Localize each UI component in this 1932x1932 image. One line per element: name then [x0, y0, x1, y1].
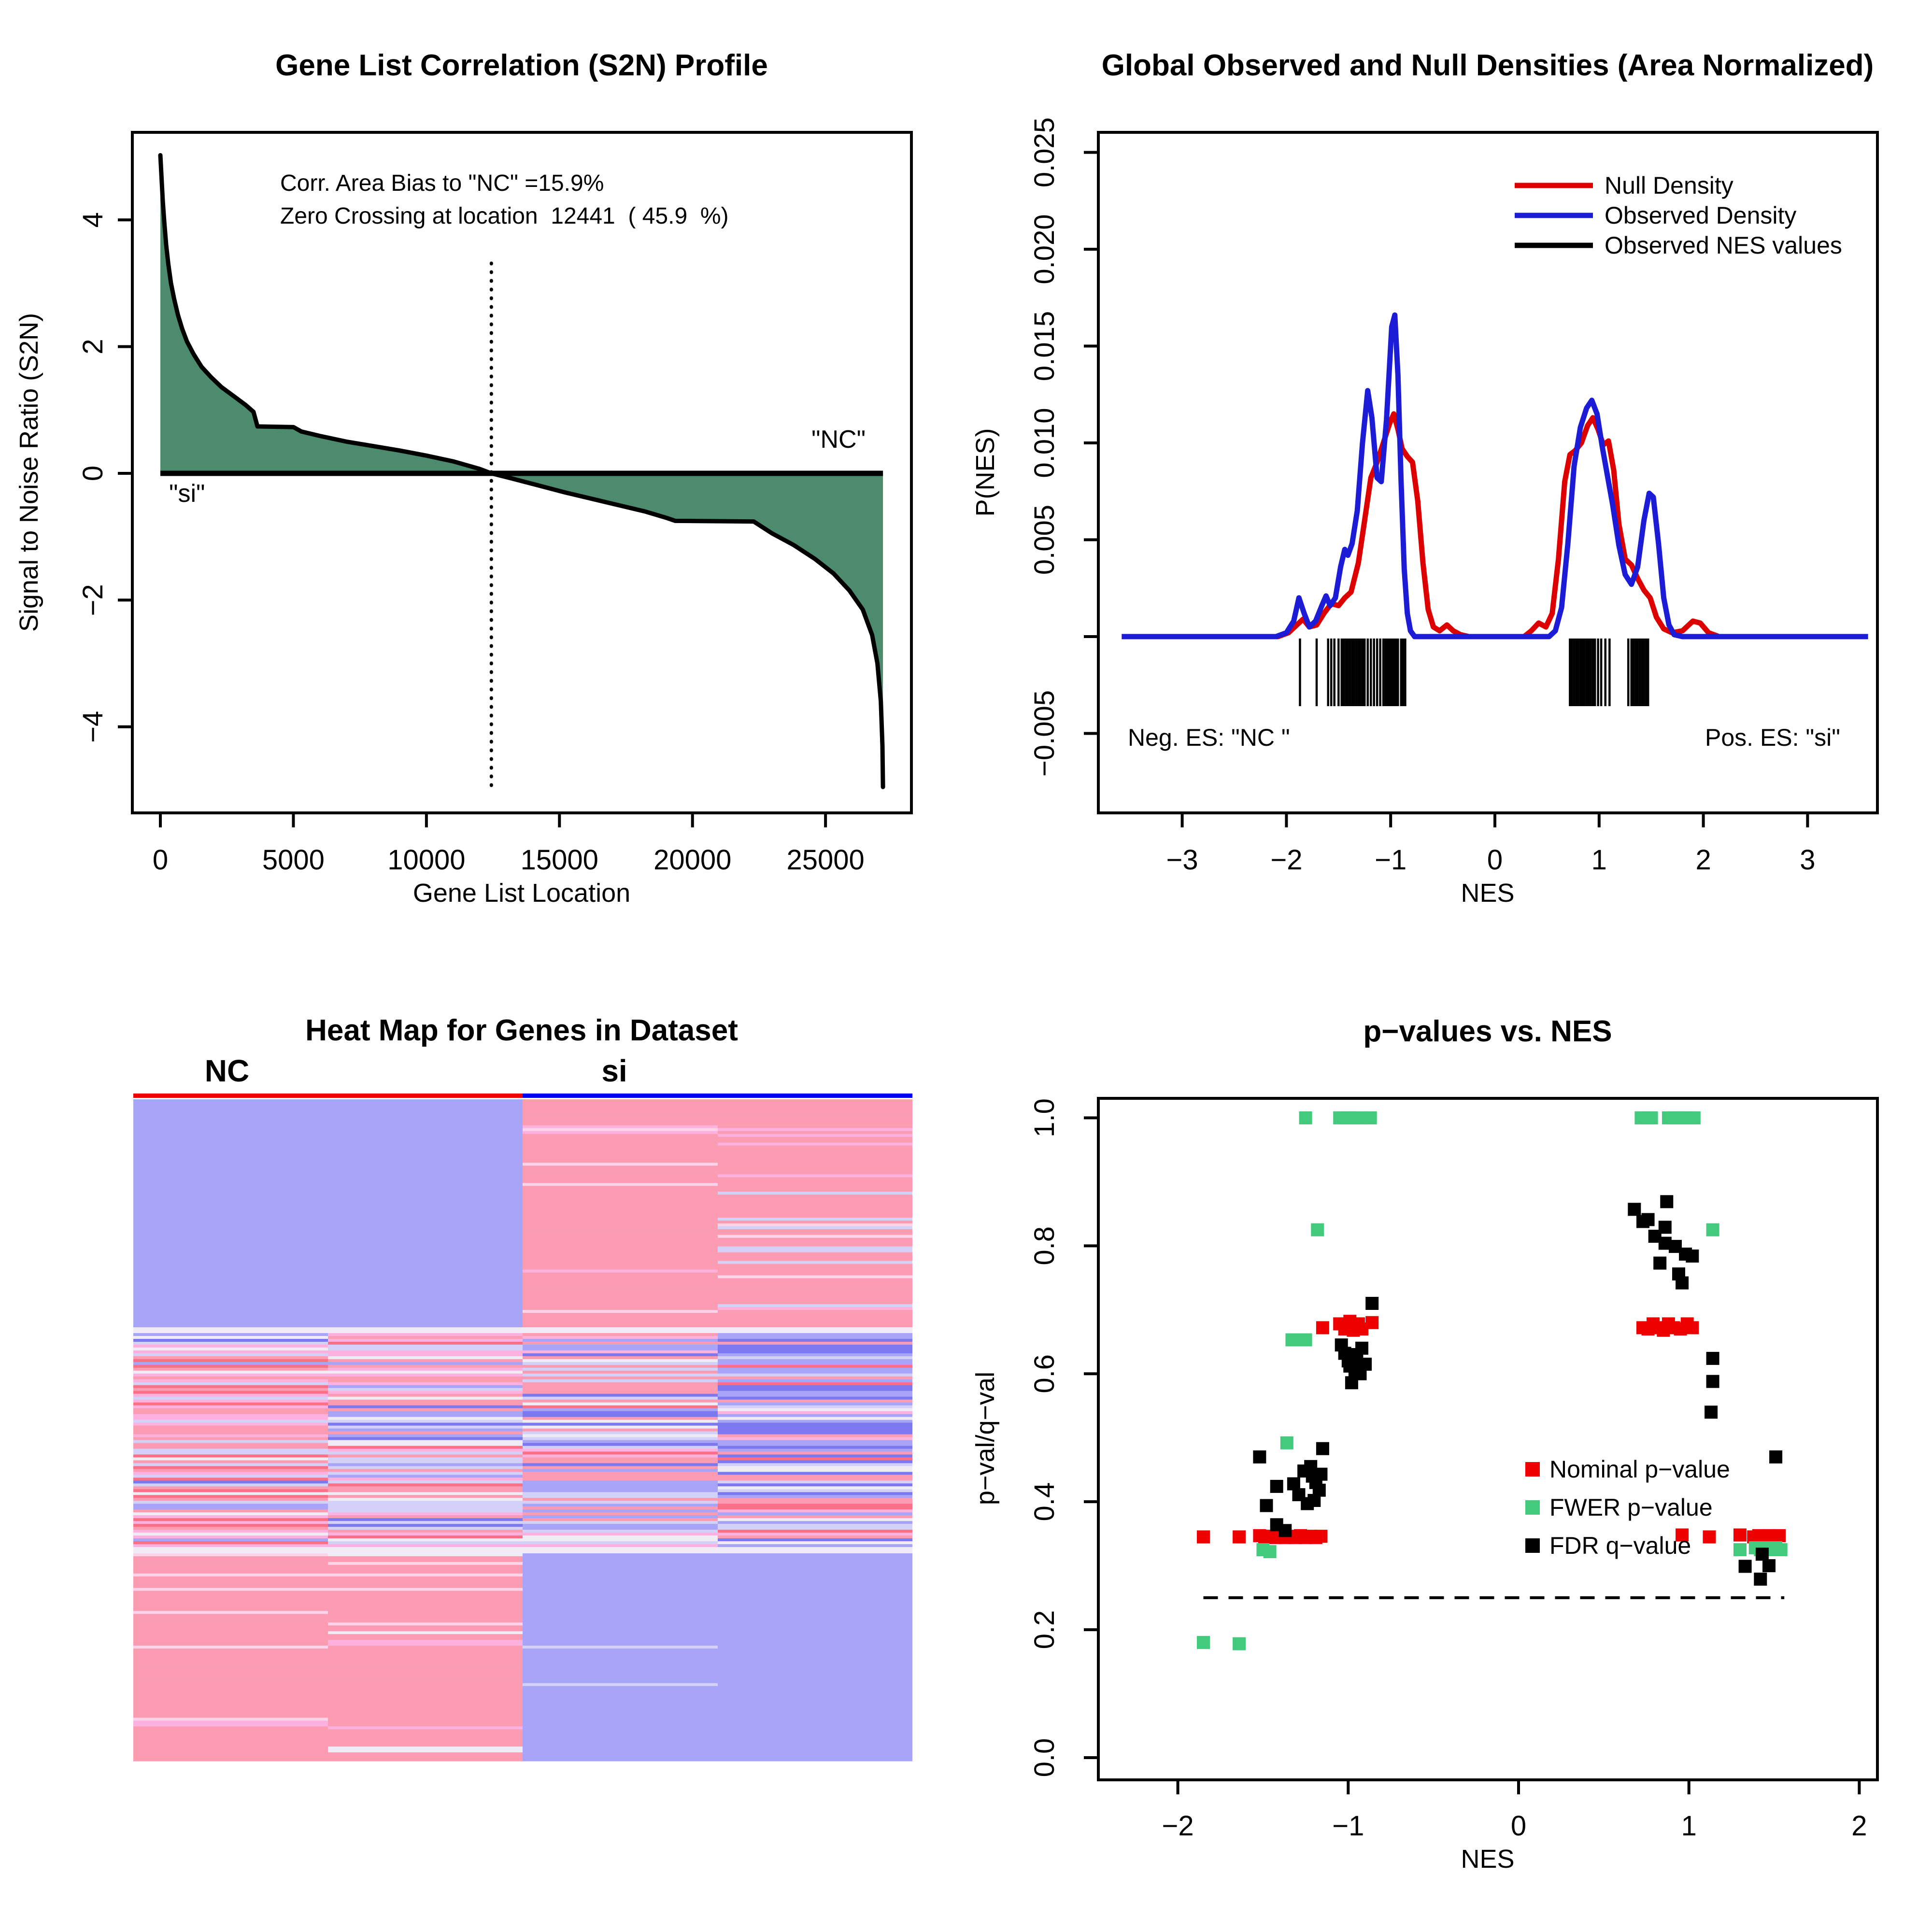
panel4-title: p−values vs. NES: [1363, 1015, 1612, 1048]
svg-text:0.6: 0.6: [1029, 1354, 1060, 1393]
panel1-annotation-bias: Corr. Area Bias to "NC" =15.9%: [280, 170, 604, 196]
svg-text:5000: 5000: [262, 844, 325, 876]
panel2-y-axis-label: P(NES): [971, 428, 1000, 517]
panel3-col-label-nc: NC: [204, 1053, 250, 1088]
svg-text:0.8: 0.8: [1029, 1226, 1060, 1265]
panel2-legend-observed-nes: Observed NES values: [1605, 232, 1842, 259]
panel4-legend-fwer: FWER p−value: [1549, 1494, 1713, 1521]
panel4-y-axis-label: p−val/q−val: [971, 1371, 1000, 1506]
svg-text:0: 0: [1511, 1810, 1526, 1842]
svg-text:10000: 10000: [387, 844, 465, 876]
svg-text:0.005: 0.005: [1029, 505, 1060, 575]
svg-text:2: 2: [77, 339, 109, 354]
panel1-annotation-zero-crossing: Zero Crossing at location 12441 ( 45.9 %…: [280, 203, 729, 229]
svg-text:0.025: 0.025: [1029, 117, 1060, 187]
svg-text:−3: −3: [1166, 844, 1198, 876]
panel4-legend-nominal: Nominal p−value: [1549, 1456, 1730, 1483]
svg-text:2: 2: [1851, 1810, 1867, 1842]
svg-text:3: 3: [1800, 844, 1815, 876]
panel2-title: Global Observed and Null Densities (Area…: [1101, 49, 1874, 82]
svg-text:25000: 25000: [787, 844, 865, 876]
svg-text:1: 1: [1681, 1810, 1697, 1842]
svg-text:1: 1: [1591, 844, 1607, 876]
svg-text:−2: −2: [1270, 844, 1302, 876]
panel3-col-label-si: si: [601, 1053, 627, 1088]
svg-text:−1: −1: [1332, 1810, 1364, 1842]
svg-text:4: 4: [77, 212, 109, 227]
svg-text:0.020: 0.020: [1029, 214, 1060, 284]
svg-text:−4: −4: [77, 711, 109, 743]
svg-text:0: 0: [153, 844, 168, 876]
panel3-title: Heat Map for Genes in Dataset: [305, 1014, 738, 1047]
svg-text:1.0: 1.0: [1029, 1098, 1060, 1137]
svg-text:−2: −2: [1162, 1810, 1194, 1842]
svg-text:0.015: 0.015: [1029, 311, 1060, 381]
svg-text:0.4: 0.4: [1029, 1482, 1060, 1521]
panel2-legend-null-density: Null Density: [1605, 172, 1733, 199]
panel2-x-axis-label: NES: [1461, 879, 1515, 908]
svg-text:−1: −1: [1375, 844, 1406, 876]
panel2-legend-observed-density: Observed Density: [1605, 202, 1797, 229]
svg-text:0: 0: [1487, 844, 1503, 876]
svg-text:15000: 15000: [521, 844, 598, 876]
svg-text:20000: 20000: [653, 844, 731, 876]
panel4-legend-fdr: FDR q−value: [1549, 1532, 1691, 1559]
panel1-y-axis-label: Signal to Noise Ratio (S2N): [14, 313, 43, 632]
svg-text:0.2: 0.2: [1029, 1610, 1060, 1649]
svg-text:0: 0: [77, 466, 109, 481]
svg-text:−2: −2: [77, 584, 109, 616]
panel1-label-si: "si": [169, 480, 205, 508]
panel2-pos-es-label: Pos. ES: "si": [1705, 724, 1841, 751]
svg-text:−0.005: −0.005: [1029, 690, 1060, 777]
svg-text:0.0: 0.0: [1029, 1738, 1060, 1777]
svg-text:0.010: 0.010: [1029, 408, 1060, 478]
panel2-neg-es-label: Neg. ES: "NC ": [1128, 724, 1290, 751]
svg-text:2: 2: [1695, 844, 1711, 876]
panel1-label-nc: "NC": [811, 426, 866, 454]
panel1-x-axis-label: Gene List Location: [412, 879, 631, 908]
panel4-x-axis-label: NES: [1461, 1845, 1515, 1874]
panel1-title: Gene List Correlation (S2N) Profile: [275, 49, 768, 82]
